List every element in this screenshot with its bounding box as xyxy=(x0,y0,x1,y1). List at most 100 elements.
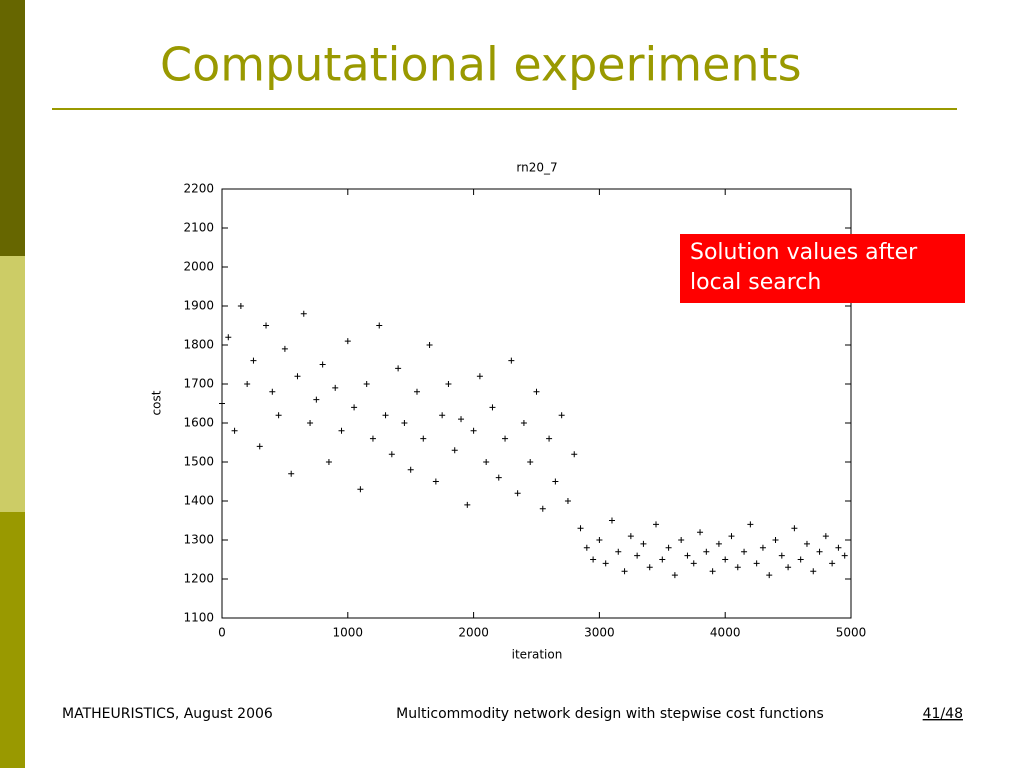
point xyxy=(338,427,345,434)
point xyxy=(829,560,836,567)
point xyxy=(615,548,622,555)
annotation: Solution values after local search xyxy=(690,240,918,295)
point xyxy=(552,478,559,485)
point xyxy=(810,568,817,575)
point xyxy=(395,365,402,372)
point xyxy=(753,560,760,567)
point xyxy=(307,420,314,426)
point xyxy=(728,533,735,540)
point xyxy=(237,303,244,309)
point xyxy=(571,451,578,458)
point xyxy=(841,552,848,559)
point xyxy=(445,381,452,387)
point xyxy=(420,435,427,442)
point xyxy=(288,470,295,477)
point xyxy=(351,404,358,411)
y-tick-label: 1500 xyxy=(183,455,214,469)
footer-center: Multicommodity network design with stepw… xyxy=(396,706,824,722)
point xyxy=(678,537,685,543)
point xyxy=(357,486,364,493)
point xyxy=(382,412,389,419)
point xyxy=(653,521,660,528)
point xyxy=(388,451,395,458)
point xyxy=(407,466,414,473)
y-tick-label: 2200 xyxy=(183,182,214,196)
y-tick-label: 2000 xyxy=(183,260,214,274)
point xyxy=(432,478,439,485)
point xyxy=(621,568,628,575)
point xyxy=(483,459,490,465)
point xyxy=(313,396,320,403)
point xyxy=(634,552,641,559)
point xyxy=(325,459,332,465)
point xyxy=(300,310,307,317)
point xyxy=(256,443,263,450)
x-axis-label: iteration xyxy=(512,648,563,662)
point xyxy=(759,544,766,551)
point xyxy=(269,388,276,395)
y-tick-label: 1700 xyxy=(183,377,214,391)
point xyxy=(791,525,798,532)
point xyxy=(458,416,465,423)
point xyxy=(640,540,647,547)
point xyxy=(533,388,540,395)
point xyxy=(741,548,748,555)
point xyxy=(715,540,722,547)
annotation-box xyxy=(680,234,965,303)
annotation-wrap: Solution values after local search xyxy=(690,240,918,295)
point xyxy=(734,564,741,571)
y-tick-label: 1200 xyxy=(183,572,214,586)
side-bar xyxy=(0,256,25,512)
point xyxy=(508,357,515,364)
side-bar xyxy=(0,512,25,768)
point xyxy=(502,435,509,442)
point xyxy=(520,420,527,426)
point xyxy=(426,342,433,348)
point xyxy=(225,334,232,341)
point xyxy=(690,560,697,567)
point xyxy=(464,501,471,508)
point xyxy=(281,345,288,352)
point xyxy=(703,548,710,555)
point xyxy=(747,521,754,528)
x-tick-label: 0 xyxy=(218,626,226,640)
point xyxy=(489,404,496,411)
point xyxy=(602,560,609,567)
point xyxy=(401,420,408,426)
point xyxy=(596,537,603,543)
point xyxy=(665,544,672,551)
point xyxy=(785,564,792,571)
side-bar xyxy=(0,0,25,256)
y-tick-label: 1600 xyxy=(183,416,214,430)
point xyxy=(263,322,270,329)
slide-title: Computational experiments xyxy=(160,38,802,92)
point xyxy=(803,540,810,547)
point xyxy=(671,572,678,579)
y-axis-label: cost xyxy=(150,390,164,415)
point xyxy=(822,533,829,540)
x-tick-label: 3000 xyxy=(584,626,615,640)
y-tick-label: 1900 xyxy=(183,299,214,313)
point xyxy=(363,381,370,387)
point xyxy=(577,525,584,532)
point xyxy=(344,338,351,345)
x-tick-label: 5000 xyxy=(836,626,867,640)
point xyxy=(476,373,483,380)
y-tick-label: 1400 xyxy=(183,494,214,508)
y-tick-label: 1800 xyxy=(183,338,214,352)
point xyxy=(608,517,615,524)
point xyxy=(590,556,597,563)
point xyxy=(627,533,634,540)
point xyxy=(294,373,301,380)
point xyxy=(244,381,251,387)
point xyxy=(646,564,653,571)
y-tick-label: 1100 xyxy=(183,611,214,625)
point xyxy=(558,412,565,419)
point xyxy=(684,552,691,559)
point xyxy=(835,544,842,551)
x-tick-label: 1000 xyxy=(333,626,364,640)
point xyxy=(376,322,383,329)
y-tick-label: 2100 xyxy=(183,221,214,235)
y-tick-label: 1300 xyxy=(183,533,214,547)
